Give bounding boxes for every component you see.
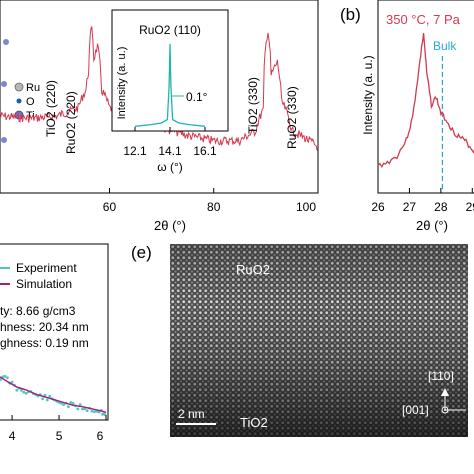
panel-a: Ru O Ti 60 80 100 TiO2 (220) RuO2 (220) Ti… [0,0,319,233]
legend-simulation-label: Simulation [16,277,72,291]
view-direction-dot-icon [444,409,446,411]
panel-e-label: (e) [131,243,152,262]
experiment-point [62,403,66,406]
structure-atom-icon [3,39,9,45]
experiment-point [41,397,44,401]
legend-ru-label: Ru [26,82,40,94]
panel-b-xtick-label: 28 [434,200,448,214]
experiment-point [24,391,28,395]
structure-legend: Ru O Ti [1,39,40,143]
panel-b-xlabel: 2θ (°) [416,218,448,233]
experiment-point [78,403,82,406]
panel-b-xtick-label: 29 [466,200,474,214]
rocking-curve-inset: RuO2 (110) Intensity (a. u.) 0.1° 12.1 14… [111,9,229,174]
experiment-point [10,380,14,384]
panel-a-frame [0,0,319,194]
panel-b-condition: 350 °C, 7 Pa [386,12,461,27]
experiment-point [90,409,94,413]
experiment-point [48,394,52,398]
panel-b-xtick-label: 26 [371,200,385,214]
peak-label-tio2-220: TiO2 (220) [44,80,58,137]
structure-atom-icon [1,81,7,87]
experiment-point [0,378,2,382]
experiment-point [45,398,49,402]
inset-xtick-label: 14.1 [158,144,182,158]
panel-a-xtick-label: 60 [103,200,117,214]
panel-b-ylabel: Intensity (a. u.) [361,55,375,134]
peak-label-tio2-330: TiO2 (330) [246,77,260,134]
panel-b-label: (b) [340,5,361,24]
tem-tio2-label: TiO2 [240,415,268,430]
fit-thickness: hness: 20.34 nm [0,320,89,334]
inset-xlabel: ω (°) [157,160,183,174]
panel-d-xtick-label: 6 [97,429,104,443]
experiment-point [81,407,84,411]
experiment-point [15,388,19,392]
panel-d: Experiment Simulation ty: 8.66 g/cm3 hne… [0,243,109,443]
experiment-point [97,410,101,414]
direction-001-label: [001] [402,403,429,417]
peak-label-ruo2-220: RuO2 (220) [64,91,78,154]
inset-xtick-label: 12.1 [123,144,147,158]
legend-o-label: O [26,96,35,108]
panel-b-xrd-line [377,32,474,168]
ru-atom-icon [14,82,24,92]
experiment-point [85,409,89,412]
tem-ruo2-label: RuO2 [236,262,270,277]
tem-image: RuO2 2 nm TiO2 [110] [001] [170,244,468,437]
experiment-point [67,405,70,408]
experiment-point [92,410,96,414]
fit-roughness: ghness: 0.19 nm [0,336,89,350]
experiment-point [20,388,23,392]
experiment-point [3,374,7,378]
inset-xtick-label: 16.1 [193,144,217,158]
simulation-line [0,376,107,413]
view-direction-icon [441,406,449,414]
arrow-head-icon [441,388,449,396]
o-atom-icon [16,98,22,104]
inset-ylabel: Intensity (a. u.) [116,47,128,120]
panel-a-xtick-label: 80 [207,200,221,214]
inset-title: RuO2 (110) [139,23,201,37]
panel-a-xtick-label: 100 [296,200,316,214]
experiment-point [76,407,80,411]
fit-density: ty: 8.66 g/cm3 [0,304,76,318]
bulk-label: Bulk [433,39,457,53]
panel-d-xtick-label: 5 [56,429,63,443]
legend-experiment-label: Experiment [16,261,77,275]
experiment-point [22,390,26,394]
experiment-point [71,402,75,405]
direction-110-label: [110] [428,369,454,383]
rocking-curve-line [134,43,206,127]
panel-b: (b) Intensity (a. u.) 350 °C, 7 Pa Bulk … [340,0,474,233]
scale-bar-label: 2 nm [178,407,205,421]
experiment-point [69,401,73,404]
fwhm-label: 0.1° [186,90,208,104]
panel-d-frame [0,243,109,421]
panel-d-xtick-label: 4 [9,429,16,443]
panel-b-xtick-label: 27 [403,200,417,214]
structure-atom-icon [1,137,7,143]
panel-b-frame [377,0,474,194]
peak-label-ruo2-330: RuO2 (330) [285,86,299,149]
panel-a-xlabel: 2θ (°) [154,218,186,233]
experiment-point [6,376,9,380]
